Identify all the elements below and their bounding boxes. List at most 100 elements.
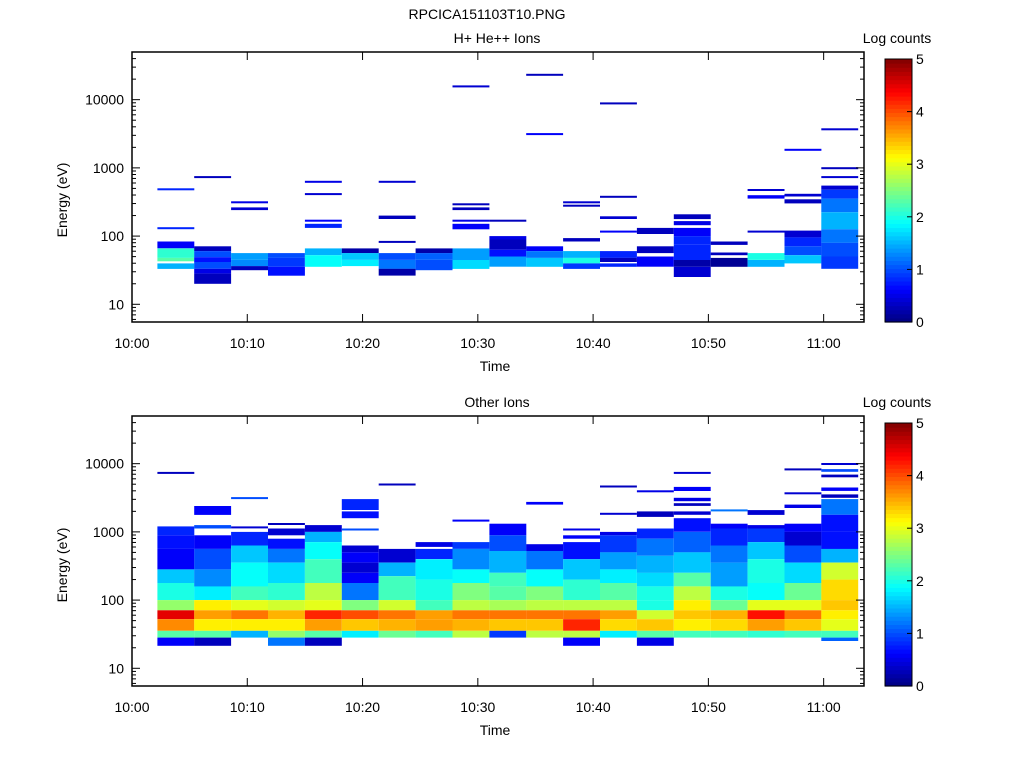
spectrogram-cell xyxy=(563,528,600,531)
spectrogram-cell xyxy=(526,544,564,551)
time-column xyxy=(821,128,859,269)
spectrogram-cell xyxy=(489,572,527,587)
spectrogram-cell xyxy=(673,486,711,491)
spectrogram-cell xyxy=(673,214,711,220)
colorbar-swatch xyxy=(885,431,912,436)
colorbar-swatch xyxy=(885,529,912,535)
spectrogram-cell xyxy=(194,548,232,570)
spectrogram-cell xyxy=(563,559,600,580)
colorbar-swatch xyxy=(885,538,912,543)
x-tick-label: 10:20 xyxy=(345,335,380,351)
spectrogram-cell xyxy=(341,545,379,553)
spectrogram-cell xyxy=(526,133,564,136)
colorbar-frame xyxy=(884,58,913,323)
spectrogram-cell xyxy=(673,630,711,638)
colorbar-swatch xyxy=(885,206,912,212)
spectrogram-cell xyxy=(304,619,342,631)
time-column xyxy=(673,471,711,638)
colorbar: 0 1 2 3 4 5 xyxy=(884,415,924,694)
colorbar-swatch xyxy=(885,435,912,441)
colorbar-swatch xyxy=(885,632,912,638)
spectrogram-cell xyxy=(489,600,527,611)
spectrogram-cell xyxy=(821,128,859,131)
colorbar-swatch xyxy=(885,91,912,97)
x-axis-label: Time xyxy=(480,722,511,738)
colorbar-swatch xyxy=(885,100,912,105)
spectrogram-cell xyxy=(452,260,490,269)
spectrogram-cell xyxy=(304,610,342,620)
colorbar-swatch xyxy=(885,313,912,319)
spectrogram-cell xyxy=(747,510,785,515)
spectrogram-cell xyxy=(821,514,859,532)
colorbar-swatch xyxy=(885,190,912,196)
spectrogram-cell xyxy=(636,630,674,638)
x-tick-label: 10:50 xyxy=(691,335,726,351)
spectrogram-cell xyxy=(636,610,674,620)
colorbar-swatch xyxy=(885,603,912,609)
colorbar-swatch xyxy=(885,562,912,568)
spectrogram-cell xyxy=(489,535,527,551)
colorbar-swatch xyxy=(885,628,912,634)
colorbar-swatch xyxy=(885,517,912,523)
spectrogram-cell xyxy=(563,619,600,631)
colorbar-tick-label: 0 xyxy=(916,314,924,330)
spectrogram-cell xyxy=(821,185,859,190)
spectrogram-cell xyxy=(636,538,674,556)
spectrogram-cell xyxy=(821,637,859,641)
time-column xyxy=(194,176,232,284)
spectrogram-cell xyxy=(821,474,859,478)
spectrogram-cell xyxy=(600,195,637,198)
spectrogram-cell xyxy=(747,260,785,267)
colorbar-swatch xyxy=(885,141,912,146)
colorbar-tick-label: 5 xyxy=(916,51,924,67)
spectrogram-cell xyxy=(304,248,342,256)
colorbar-swatch xyxy=(885,268,912,274)
spectrogram-cell xyxy=(784,468,822,471)
colorbar-swatch xyxy=(885,223,912,229)
spectrogram-cell xyxy=(526,610,564,620)
colorbar-swatch xyxy=(885,501,912,506)
colorbar-swatch xyxy=(885,587,912,593)
spectrogram-cell xyxy=(452,548,490,570)
spectrogram-cell xyxy=(452,619,490,631)
colorbar-swatch xyxy=(885,59,912,64)
spectrogram-cell xyxy=(415,610,453,620)
colorbar-swatch xyxy=(885,145,912,151)
spectrogram-cell xyxy=(304,583,342,601)
spectrogram-cell xyxy=(378,240,416,243)
spectrogram-cell xyxy=(157,569,195,583)
time-column xyxy=(636,490,674,646)
colorbar-swatch xyxy=(885,468,912,473)
spectrogram-cell xyxy=(673,221,711,226)
spectrogram-cell xyxy=(747,600,785,611)
spectrogram-cell xyxy=(341,619,379,631)
spectrogram-cell xyxy=(378,619,416,631)
spectrogram-cell xyxy=(378,576,416,601)
spectrogram-cell xyxy=(341,583,379,601)
spectrogram-cell xyxy=(194,569,232,587)
colorbar-swatch xyxy=(885,616,912,621)
time-column xyxy=(710,241,748,267)
spectrogram-cell xyxy=(710,528,748,546)
spectrogram-cell xyxy=(673,266,711,277)
colorbar-swatch xyxy=(885,649,912,654)
time-column xyxy=(341,499,379,638)
spectrogram-cell xyxy=(452,600,490,611)
time-column xyxy=(231,497,268,638)
spectrogram-cell xyxy=(378,483,416,486)
spectrogram-cell xyxy=(600,600,637,611)
spectrogram-cell xyxy=(268,528,305,536)
colorbar-swatch xyxy=(885,575,912,580)
spectrogram-cell xyxy=(415,559,453,580)
time-column xyxy=(452,85,490,269)
colorbar: 0 1 2 3 4 5 xyxy=(884,51,924,330)
spectrogram-cell xyxy=(415,630,453,638)
spectrogram-cell xyxy=(231,562,268,587)
spectrogram-cell xyxy=(526,586,564,600)
colorbar-label: Log counts xyxy=(863,394,932,410)
colorbar-swatch xyxy=(885,169,912,175)
spectrogram-cell xyxy=(231,207,268,211)
colorbar-swatch xyxy=(885,260,912,266)
spectrogram-cell xyxy=(378,268,416,276)
spectrogram-cell xyxy=(710,545,748,563)
